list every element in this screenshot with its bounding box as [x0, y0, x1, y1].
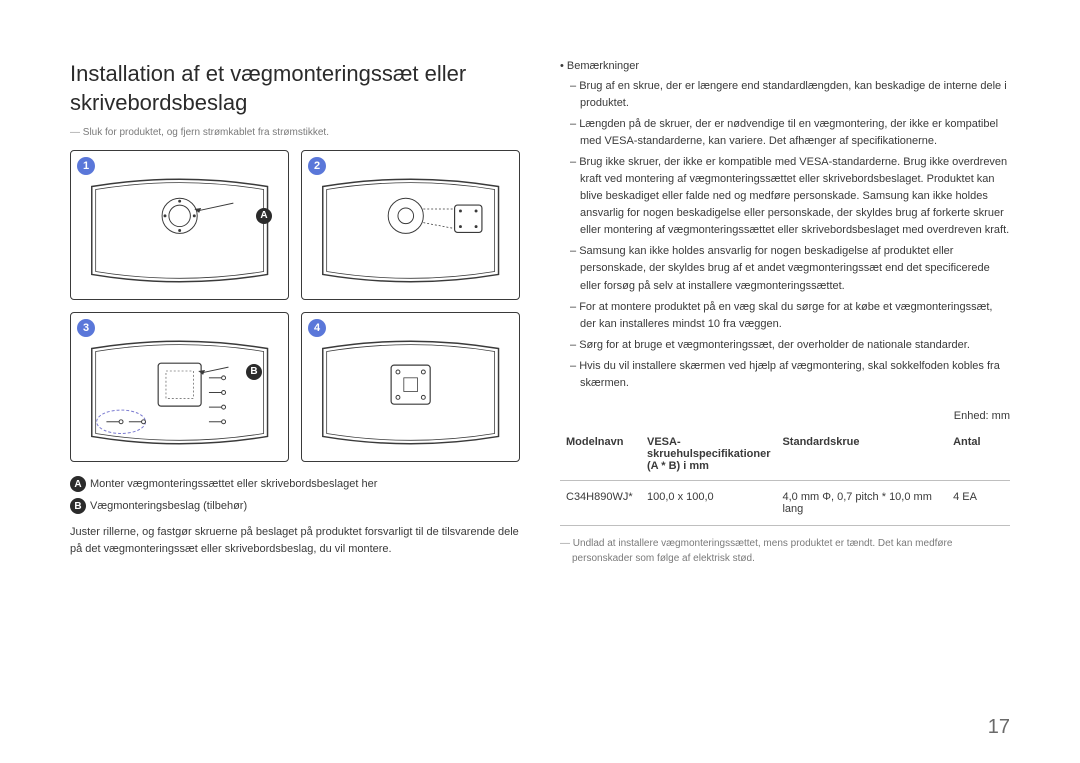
th-screw: Standardskrue	[776, 428, 947, 481]
label-circle-b: B	[246, 364, 262, 380]
spec-table: Modelnavn VESA-skruehulspecifikationer (…	[560, 428, 1010, 526]
legend-a: A Monter vægmonteringssættet eller skriv…	[70, 476, 520, 492]
legend-b-text: Vægmonteringsbeslag (tilbehør)	[90, 500, 247, 512]
table-row: C34H890WJ* 100,0 x 100,0 4,0 mm Φ, 0,7 p…	[560, 480, 1010, 525]
footnote: Undlad at installere vægmonteringssættet…	[560, 536, 1010, 566]
illustration-grid: 1 A 2	[70, 150, 520, 462]
note-item: Brug ikke skruer, der ikke er kompatible…	[560, 154, 1010, 239]
right-column: • Bemærkninger Brug af en skrue, der er …	[560, 60, 1010, 733]
note-item: Sørg for at bruge et vægmonteringssæt, d…	[560, 337, 1010, 354]
note-item: Brug af en skrue, der er længere end sta…	[560, 78, 1010, 112]
th-qty: Antal	[947, 428, 1010, 481]
illustration-step-2: 2	[301, 150, 520, 300]
legend-a-text: Monter vægmonteringssættet eller skriveb…	[90, 478, 377, 490]
note-item: Samsung kan ikke holdes ansvarlig for no…	[560, 243, 1010, 294]
illustration-step-3: 3 B	[70, 312, 289, 462]
legend-b: B Vægmonteringsbeslag (tilbehør)	[70, 498, 520, 514]
page-title: Installation af et vægmonteringssæt elle…	[70, 60, 520, 117]
unit-label: Enhed: mm	[560, 410, 1010, 422]
intro-note: Sluk for produktet, og fjern strømkablet…	[70, 127, 520, 138]
table-header-row: Modelnavn VESA-skruehulspecifikationer (…	[560, 428, 1010, 481]
td-screw: 4,0 mm Φ, 0,7 pitch * 10,0 mm lang	[776, 480, 947, 525]
monitor-bracket-icon	[313, 159, 508, 292]
monitor-rear-icon	[82, 159, 277, 292]
legend-circle-a: A	[70, 476, 86, 492]
bracket-mounted-icon	[313, 321, 508, 454]
left-body-text: Juster rillerne, og fastgør skruerne på …	[70, 524, 520, 557]
notes-heading: • Bemærkninger	[560, 60, 1010, 72]
td-model: C34H890WJ*	[560, 480, 641, 525]
note-item: For at montere produktet på en væg skal …	[560, 299, 1010, 333]
th-model: Modelnavn	[560, 428, 641, 481]
illustration-step-4: 4	[301, 312, 520, 462]
page-number: 17	[988, 716, 1010, 739]
legend-circle-b: B	[70, 498, 86, 514]
left-column: Installation af et vægmonteringssæt elle…	[70, 60, 520, 733]
note-item: Længden på de skruer, der er nødvendige …	[560, 116, 1010, 150]
th-vesa: VESA-skruehulspecifikationer (A * B) i m…	[641, 428, 776, 481]
label-circle-a: A	[256, 208, 272, 224]
illus-label-b: B	[246, 363, 266, 381]
illus-label-a: A	[256, 207, 276, 225]
illustration-step-1: 1 A	[70, 150, 289, 300]
td-vesa: 100,0 x 100,0	[641, 480, 776, 525]
note-item: Hvis du vil installere skærmen ved hjælp…	[560, 358, 1010, 392]
td-qty: 4 EA	[947, 480, 1010, 525]
bracket-attach-icon	[82, 321, 277, 454]
